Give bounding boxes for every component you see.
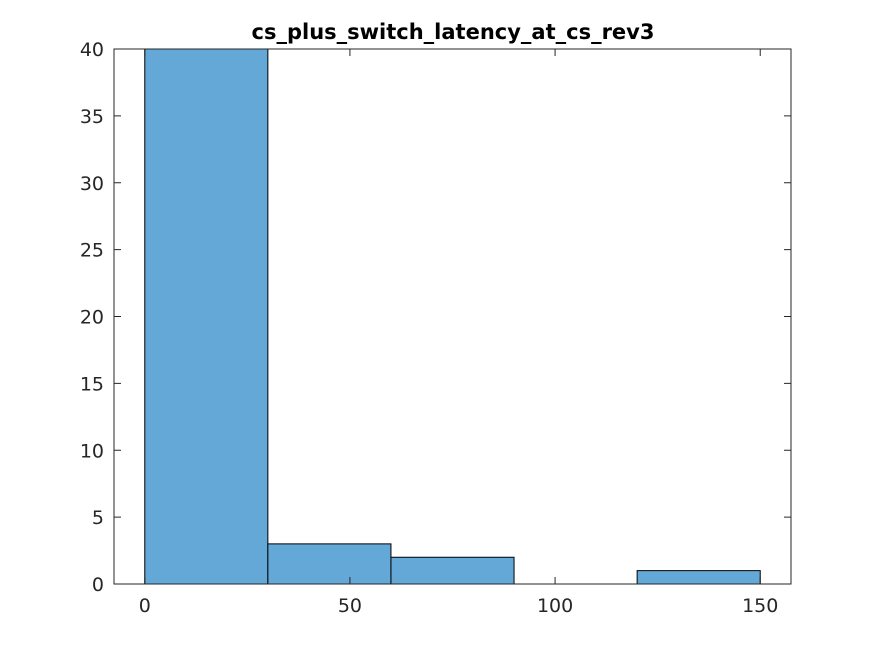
histogram-bar-0 bbox=[144, 48, 269, 585]
plot-area-frame bbox=[113, 48, 792, 585]
y-tick-label-5: 25 bbox=[80, 240, 104, 262]
bars-group bbox=[144, 48, 761, 585]
y-tick-label-7: 35 bbox=[80, 106, 104, 128]
y-tick-label-1: 5 bbox=[92, 507, 104, 529]
y-tick-label-3: 15 bbox=[80, 373, 104, 395]
histogram-bar-4 bbox=[636, 570, 761, 585]
x-tick-label-0: 0 bbox=[139, 595, 151, 617]
ticks-group: 0 50 100 150 0 5 10 15 20 25 30 35 40 bbox=[80, 39, 791, 617]
x-tick-label-1: 50 bbox=[338, 595, 362, 617]
x-tick-label-3: 150 bbox=[742, 595, 778, 617]
y-tick-label-4: 20 bbox=[80, 307, 104, 329]
y-tick-label-0: 0 bbox=[92, 574, 104, 596]
histogram-bar-2 bbox=[390, 556, 515, 585]
x-tick-label-2: 100 bbox=[537, 595, 573, 617]
y-tick-label-2: 10 bbox=[80, 440, 104, 462]
y-tick-label-8: 40 bbox=[80, 39, 104, 61]
histogram-bar-1 bbox=[267, 543, 392, 585]
y-tick-label-6: 30 bbox=[80, 173, 104, 195]
chart-title: cs_plus_switch_latency_at_cs_rev3 bbox=[252, 20, 655, 44]
